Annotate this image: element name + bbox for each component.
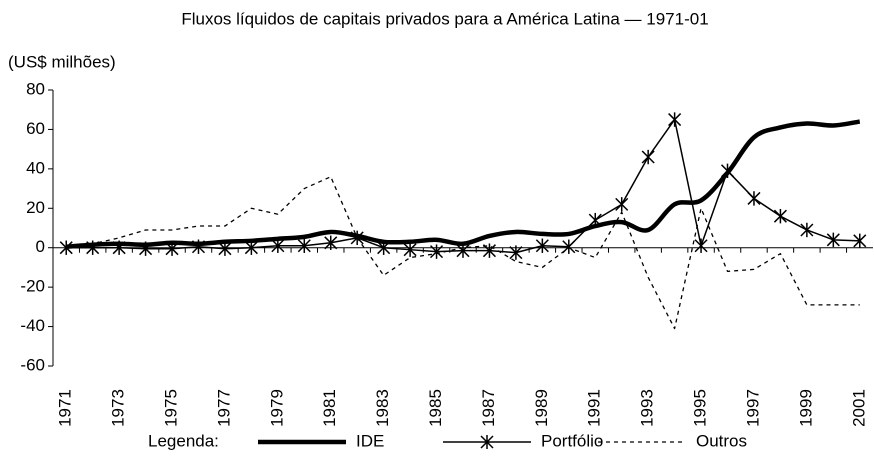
marker: [271, 238, 285, 253]
x-tick-label: 1987: [479, 389, 498, 427]
marker: [165, 241, 179, 256]
marker: [588, 212, 602, 228]
x-tick-label: 1985: [426, 389, 445, 427]
x-tick-label: 1989: [532, 389, 551, 427]
legend-label: Outros: [696, 431, 747, 450]
y-axis-label: (US$ milhões): [8, 52, 116, 71]
marker: [853, 233, 867, 249]
marker: [747, 191, 761, 206]
marker: [244, 240, 258, 255]
marker: [800, 222, 814, 238]
x-tick-label: 1993: [638, 389, 657, 427]
x-tick-label: 1983: [373, 389, 392, 427]
y-tick-label: 80: [26, 79, 45, 98]
marker: [720, 163, 735, 179]
marker: [773, 208, 787, 224]
x-tick-label: 1991: [585, 389, 604, 427]
marker: [535, 238, 549, 253]
y-tick-label: 0: [36, 237, 45, 256]
marker: [430, 244, 444, 259]
chart-title: Fluxos líquidos de capitais privados par…: [181, 9, 708, 28]
marker: [694, 238, 708, 253]
marker: [826, 232, 840, 248]
marker: [668, 112, 682, 127]
x-tick-label: 1995: [691, 389, 710, 427]
marker: [377, 240, 391, 255]
marker: [403, 242, 417, 257]
marker: [509, 245, 523, 260]
marker: [641, 149, 655, 165]
y-tick-label: 40: [26, 158, 45, 177]
marker: [86, 240, 100, 255]
marker: [139, 241, 153, 256]
y-tick-label: 60: [26, 119, 45, 138]
series-line: [66, 118, 860, 254]
marker: [297, 238, 311, 253]
x-tick-label: 1981: [320, 389, 339, 427]
y-tick-label: 20: [26, 198, 45, 217]
legend-title: Legenda:: [148, 431, 219, 450]
x-tick-label: 1999: [796, 389, 815, 427]
marker: [615, 197, 629, 212]
x-tick-label: 1973: [109, 389, 128, 427]
legend-label: Portfólio: [541, 431, 603, 450]
x-tick-label: 1971: [56, 389, 75, 427]
legend-label: IDE: [356, 431, 384, 450]
y-tick-label: -20: [20, 277, 45, 296]
marker: [324, 235, 338, 250]
marker: [59, 240, 73, 255]
y-tick-label: -60: [20, 355, 45, 374]
marker: [112, 240, 126, 255]
legend-marker: [480, 435, 494, 449]
marker: [562, 239, 576, 254]
x-tick-label: 1979: [267, 389, 286, 427]
x-tick-label: 1997: [743, 389, 762, 427]
y-tick-label: -40: [20, 316, 45, 335]
x-tick-label: 1975: [162, 389, 181, 427]
marker: [218, 241, 232, 256]
marker: [191, 239, 206, 254]
x-tick-label: 1977: [214, 389, 233, 427]
x-tick-label: 2001: [849, 389, 868, 427]
series-line: [66, 176, 860, 330]
marker: [456, 243, 470, 258]
